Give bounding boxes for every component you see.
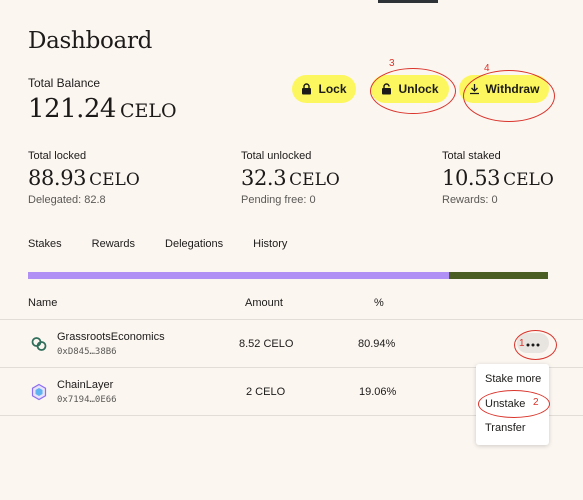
stat-label: Total locked (28, 150, 87, 162)
column-header-amount: Amount (245, 297, 283, 309)
stat-sub: Pending free: 0 (241, 194, 316, 206)
column-header-percent: % (374, 297, 384, 309)
stat-total-locked: Total locked 88.93 CELO Delegated: 82.8 (28, 150, 140, 206)
table-row[interactable]: GrassrootsEconomics 0xD845…38B6 8.52 CEL… (0, 320, 583, 368)
grassroots-logo-icon (30, 335, 48, 353)
total-balance-value: 121.24 CELO (28, 94, 177, 124)
lock-button[interactable]: Lock (292, 75, 356, 103)
stat-amount: 88.93 (28, 166, 87, 190)
annotation-number: 4 (484, 63, 490, 74)
page-title: Dashboard (28, 28, 153, 54)
row-actions-menu: Stake more Unstake Transfer (476, 364, 549, 445)
tab-history[interactable]: History (253, 238, 288, 250)
unlock-button-label: Unlock (398, 82, 439, 96)
validator-name: GrassrootsEconomics (57, 331, 165, 343)
menu-item-stake-more[interactable]: Stake more (485, 373, 542, 385)
stake-amount: 2 CELO (246, 386, 286, 398)
stat-label: Total unlocked (241, 150, 312, 162)
stat-sub: Delegated: 82.8 (28, 194, 106, 206)
download-icon (469, 83, 480, 95)
total-balance-label: Total Balance (28, 76, 101, 90)
stat-value: 32.3 CELO (241, 166, 340, 190)
stake-amount: 8.52 CELO (239, 338, 294, 350)
tab-bar: Stakes Rewards Delegations History (28, 238, 317, 250)
stake-bar-segment (448, 272, 548, 279)
tab-stakes[interactable]: Stakes (28, 238, 62, 250)
stat-sub: Rewards: 0 (442, 194, 498, 206)
column-header-name: Name (28, 297, 58, 309)
unlock-button[interactable]: Unlock (371, 75, 449, 103)
stat-value: 10.53 CELO (442, 166, 554, 190)
stat-label: Total staked (442, 150, 501, 162)
table-row[interactable]: ChainLayer 0x7194…0E66 2 CELO 19.06% (0, 368, 583, 416)
stat-value: 88.93 CELO (28, 166, 140, 190)
withdraw-button[interactable]: Withdraw (459, 75, 549, 103)
stakes-table: Name Amount % GrassrootsEconomics 0xD845… (0, 290, 583, 416)
stake-bar-segment (28, 272, 449, 279)
stat-total-unlocked: Total unlocked 32.3 CELO Pending free: 0 (241, 150, 340, 206)
stat-amount: 32.3 (241, 166, 287, 190)
withdraw-button-label: Withdraw (485, 82, 540, 96)
more-horizontal-icon (526, 334, 540, 352)
tab-rewards[interactable]: Rewards (91, 238, 136, 250)
stat-unit: CELO (289, 170, 340, 190)
stake-percent: 19.06% (359, 386, 397, 398)
annotation-number: 2 (533, 397, 539, 408)
annotation-number: 1 (519, 338, 525, 349)
stake-percent: 80.94% (358, 338, 396, 350)
lock-button-label: Lock (318, 82, 347, 96)
top-tab-indicator (378, 0, 438, 3)
tab-delegations[interactable]: Delegations (165, 238, 224, 250)
stat-unit: CELO (503, 170, 554, 190)
table-header: Name Amount % (0, 290, 583, 320)
total-balance-unit: CELO (119, 100, 177, 122)
row-actions-button[interactable] (517, 333, 549, 353)
chainlayer-logo-icon (30, 383, 48, 401)
validator-address: 0x7194…0E66 (57, 395, 117, 405)
stake-distribution-bar (28, 272, 548, 279)
stat-total-staked: Total staked 10.53 CELO Rewards: 0 (442, 150, 554, 206)
unlock-icon (381, 83, 392, 95)
total-balance-amount: 121.24 (28, 94, 116, 124)
annotation-number: 3 (389, 58, 395, 69)
menu-item-unstake[interactable]: Unstake (485, 398, 526, 410)
validator-name: ChainLayer (57, 379, 114, 391)
menu-item-transfer[interactable]: Transfer (485, 422, 526, 434)
validator-address: 0xD845…38B6 (57, 347, 117, 357)
stat-unit: CELO (89, 170, 140, 190)
stat-amount: 10.53 (442, 166, 501, 190)
lock-icon (301, 83, 312, 95)
